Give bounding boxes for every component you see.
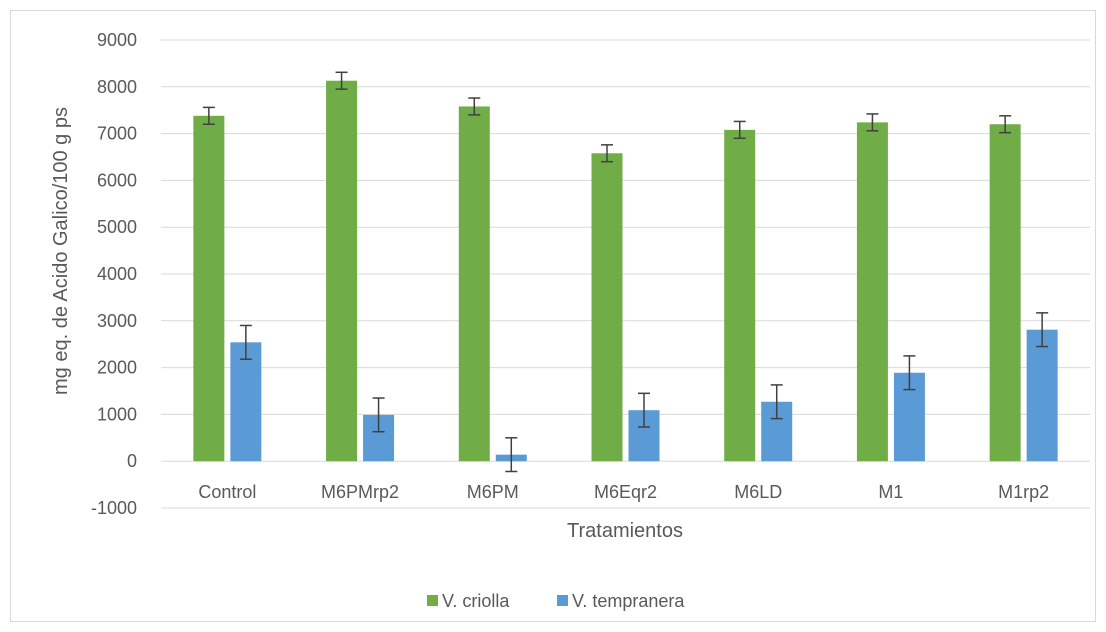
y-tick-label: 5000 (97, 217, 137, 237)
y-tick-label: 6000 (97, 170, 137, 190)
error-bar (335, 71, 348, 90)
bar-criolla (193, 115, 225, 462)
legend-swatch (557, 595, 568, 606)
error-bar (202, 106, 215, 125)
y-axis-title: mg eq. de Acido Galico/100 g ps (50, 107, 72, 395)
y-axis-ticks: 9000 8000 7000 6000 5000 4000 3000 2000 1000 0 -10… (91, 30, 137, 518)
y-tick-label: 8000 (97, 77, 137, 97)
error-bar (999, 115, 1012, 134)
y-tick-label: 4000 (97, 264, 137, 284)
x-tick-label: M6PM (467, 482, 519, 502)
x-tick-label: M6Eqr2 (594, 482, 657, 502)
error-bar (733, 120, 746, 140)
y-tick-label: 3000 (97, 311, 137, 331)
bars (193, 80, 1058, 462)
bar-criolla (989, 124, 1021, 462)
error-bar (468, 97, 481, 116)
bar-criolla (458, 106, 490, 462)
gridlines (161, 39, 1090, 509)
x-axis-ticks: Control M6PMrp2 M6PM M6Eqr2 M6LD M1 M1rp2 (198, 482, 1049, 502)
error-bar (638, 392, 650, 428)
error-bar (239, 324, 252, 360)
bar-tempranera (230, 342, 262, 462)
error-bar (1036, 312, 1049, 348)
y-tick-label: 0 (127, 451, 137, 471)
y-tick-label: 1000 (97, 404, 137, 424)
legend-swatch (427, 595, 438, 606)
x-tick-label: Control (198, 482, 256, 502)
x-tick-label: M1 (878, 482, 903, 502)
y-tick-label: -1000 (91, 498, 137, 518)
bar-criolla (724, 129, 756, 462)
bar-criolla (856, 122, 888, 462)
legend-label: V. tempranera (572, 591, 685, 611)
legend-label: V. criolla (442, 591, 510, 611)
bar-criolla (591, 153, 623, 462)
x-tick-label: M6PMrp2 (321, 482, 399, 502)
y-tick-label: 7000 (97, 124, 137, 144)
bar-criolla (326, 80, 358, 462)
legend: V. criolla V. tempranera (427, 591, 685, 611)
x-axis-title: Tratamientos (567, 520, 683, 542)
bar-tempranera (1026, 329, 1058, 462)
error-bar (866, 113, 879, 132)
x-tick-label: M1rp2 (998, 482, 1049, 502)
error-bar (903, 355, 916, 391)
x-tick-label: M6LD (734, 482, 782, 502)
error-bars (202, 71, 1049, 473)
error-bar (770, 384, 783, 420)
y-tick-label: 2000 (97, 358, 137, 378)
error-bar (601, 144, 613, 163)
chart-frame (10, 10, 1096, 622)
y-tick-label: 9000 (97, 30, 137, 50)
error-bar (372, 397, 385, 433)
error-bar (505, 437, 518, 473)
